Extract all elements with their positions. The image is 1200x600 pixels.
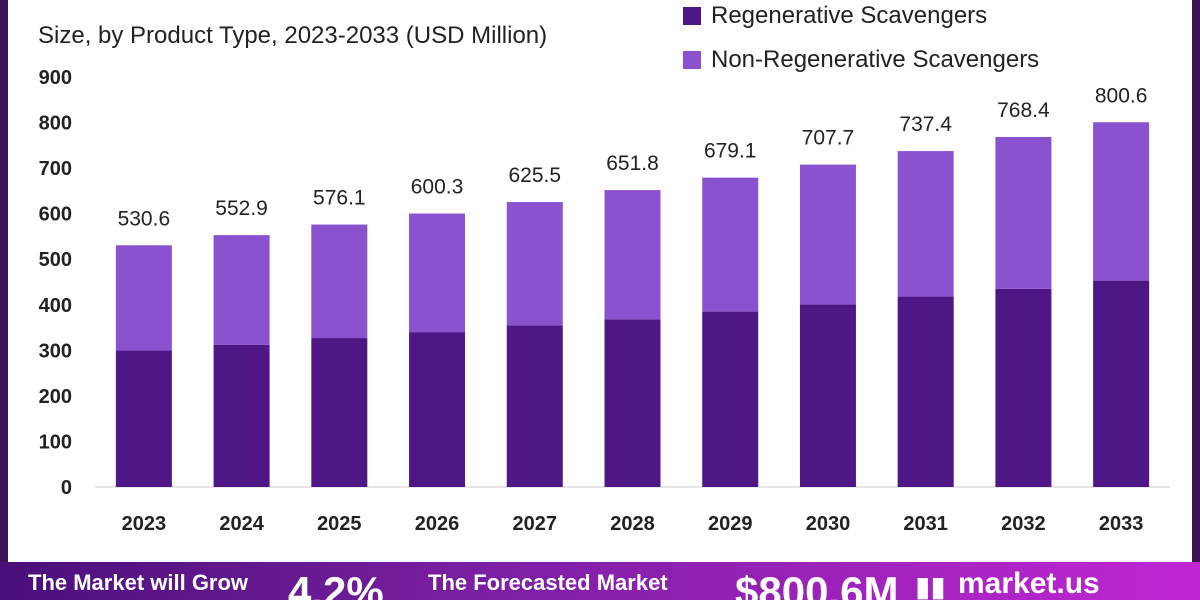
y-tick-label: 400 bbox=[39, 295, 72, 317]
x-tick-label: 2033 bbox=[1099, 513, 1144, 535]
y-tick-label: 300 bbox=[39, 340, 72, 362]
bar-total-label: 576.1 bbox=[313, 187, 366, 210]
bar-total-label: 737.4 bbox=[899, 113, 952, 136]
bar-regenerative bbox=[702, 311, 759, 487]
x-tick-label: 2032 bbox=[1001, 513, 1046, 535]
bar-chart-logo-icon: ▮▮ bbox=[915, 571, 946, 600]
y-tick-label: 900 bbox=[39, 67, 72, 89]
legend-item-regenerative: Regenerative Scavengers bbox=[683, 2, 987, 30]
bar-total-label: 768.4 bbox=[997, 99, 1050, 122]
y-tick-label: 800 bbox=[39, 113, 72, 135]
x-tick-label: 2024 bbox=[219, 513, 264, 535]
bar-non-regenerative bbox=[1093, 122, 1150, 281]
bar-total-label: 800.6 bbox=[1095, 84, 1148, 107]
legend-swatch-regenerative bbox=[683, 7, 701, 25]
legend-swatch-non-regenerative bbox=[683, 51, 701, 69]
bar-non-regenerative bbox=[409, 213, 466, 333]
y-tick-label: 200 bbox=[39, 386, 72, 408]
footer-value-text: $800.6M bbox=[735, 568, 899, 600]
bar-non-regenerative bbox=[213, 235, 270, 345]
bar-non-regenerative bbox=[311, 224, 368, 339]
x-tick-label: 2030 bbox=[806, 513, 851, 535]
x-tick-label: 2023 bbox=[122, 513, 167, 535]
bar-regenerative bbox=[506, 325, 563, 487]
bar-total-label: 552.9 bbox=[215, 197, 268, 220]
bar-non-regenerative bbox=[506, 202, 563, 326]
bar-regenerative bbox=[115, 350, 172, 487]
x-tick-label: 2029 bbox=[708, 513, 753, 535]
bar-total-label: 679.1 bbox=[704, 140, 757, 163]
y-tick-label: 0 bbox=[61, 477, 72, 499]
bar-total-label: 530.6 bbox=[118, 207, 171, 230]
bar-regenerative bbox=[311, 338, 368, 487]
legend-label-non-regenerative: Non-Regenerative Scavengers bbox=[711, 46, 1040, 73]
bar-non-regenerative bbox=[995, 136, 1052, 289]
y-tick-label: 600 bbox=[39, 204, 72, 226]
footer-logo-text: market.us bbox=[958, 567, 1100, 600]
y-tick-label: 500 bbox=[39, 249, 72, 271]
bar-non-regenerative bbox=[604, 190, 661, 320]
bar-total-label: 625.5 bbox=[508, 164, 561, 187]
frame-right bbox=[1192, 0, 1200, 600]
x-tick-label: 2028 bbox=[610, 513, 655, 535]
footer-banner: The Market will Grow 4.2% The Forecasted… bbox=[0, 562, 1200, 600]
frame-left bbox=[0, 0, 8, 600]
bar-non-regenerative bbox=[702, 177, 759, 312]
bar-regenerative bbox=[409, 332, 466, 487]
bar-total-label: 600.3 bbox=[411, 176, 464, 199]
bar-non-regenerative bbox=[799, 164, 856, 305]
chart-subtitle: Size, by Product Type, 2023-2033 (USD Mi… bbox=[38, 22, 548, 49]
bar-total-label: 651.8 bbox=[606, 152, 659, 175]
y-tick-label: 700 bbox=[39, 158, 72, 180]
bar-regenerative bbox=[1093, 280, 1150, 487]
legend-item-non-regenerative: Non-Regenerative Scavengers bbox=[683, 46, 1039, 74]
x-tick-label: 2025 bbox=[317, 513, 362, 535]
footer-forecast-text: The Forecasted Market bbox=[428, 570, 668, 595]
bar-regenerative bbox=[213, 344, 270, 487]
x-tick-label: 2026 bbox=[415, 513, 460, 535]
footer-cagr-text: 4.2% bbox=[288, 568, 384, 600]
bar-non-regenerative bbox=[115, 245, 172, 351]
bar-regenerative bbox=[897, 296, 954, 487]
bar-total-label: 707.7 bbox=[802, 127, 855, 150]
y-tick-label: 100 bbox=[39, 431, 72, 453]
bar-regenerative bbox=[604, 319, 661, 487]
bar-non-regenerative bbox=[897, 151, 954, 297]
bar-regenerative bbox=[995, 288, 1052, 487]
x-tick-label: 2031 bbox=[903, 513, 948, 535]
footer-grow-text: The Market will Grow bbox=[28, 570, 249, 595]
x-tick-label: 2027 bbox=[513, 513, 558, 535]
legend-label-regenerative: Regenerative Scavengers bbox=[711, 2, 988, 29]
bar-regenerative bbox=[799, 304, 856, 487]
